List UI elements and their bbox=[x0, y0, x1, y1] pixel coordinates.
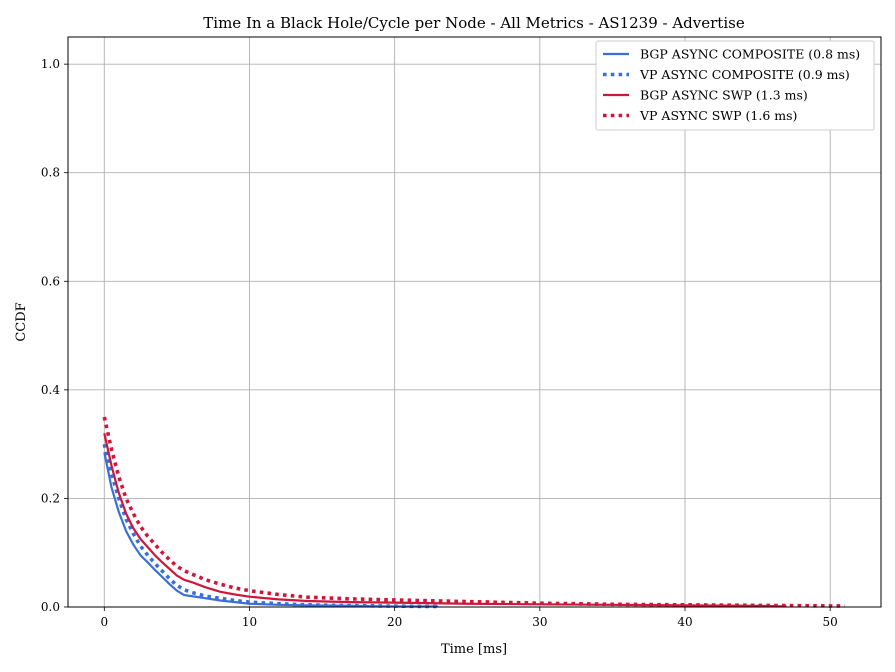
x-axis-label: Time [ms] bbox=[441, 642, 507, 657]
series-line-1 bbox=[103, 452, 439, 608]
y-axis-label: CCDF bbox=[14, 302, 29, 341]
legend: BGP ASYNC COMPOSITE (0.8 ms) VP ASYNC COM… bbox=[595, 40, 875, 131]
x-tick-label: 50 bbox=[823, 615, 838, 629]
y-tick-label: 0.6 bbox=[41, 274, 60, 288]
plot-frame bbox=[67, 36, 882, 608]
legend-label: VP ASYNC SWP (1.6 ms) bbox=[639, 108, 797, 123]
x-tick-label: 0 bbox=[100, 615, 108, 629]
legend-label: BGP ASYNC COMPOSITE (0.8 ms) bbox=[640, 47, 860, 62]
series-line-4 bbox=[102, 416, 845, 608]
y-tick-label: 0.0 bbox=[41, 600, 60, 614]
series-line-2 bbox=[102, 443, 439, 609]
legend-label: VP ASYNC COMPOSITE (0.9 ms) bbox=[639, 67, 850, 82]
chart-title: Time In a Black Hole/Cycle per Node - Al… bbox=[203, 14, 745, 32]
y-axis-ticks: 0.0 0.2 0.4 0.6 0.8 1.0 bbox=[41, 57, 68, 614]
legend-box bbox=[595, 40, 875, 131]
x-axis-ticks: 0 10 20 30 40 50 bbox=[100, 607, 838, 629]
series-line-3 bbox=[103, 433, 787, 608]
legend-label: BGP ASYNC SWP (1.3 ms) bbox=[640, 88, 808, 103]
y-tick-label: 0.4 bbox=[41, 383, 60, 397]
y-tick-label: 1.0 bbox=[41, 57, 60, 71]
x-tick-label: 20 bbox=[387, 615, 402, 629]
series-lines bbox=[102, 416, 845, 609]
x-tick-label: 10 bbox=[242, 615, 257, 629]
y-tick-label: 0.2 bbox=[41, 491, 60, 505]
y-tick-label: 0.8 bbox=[41, 166, 60, 180]
x-tick-label: 40 bbox=[677, 615, 692, 629]
x-tick-label: 30 bbox=[532, 615, 547, 629]
